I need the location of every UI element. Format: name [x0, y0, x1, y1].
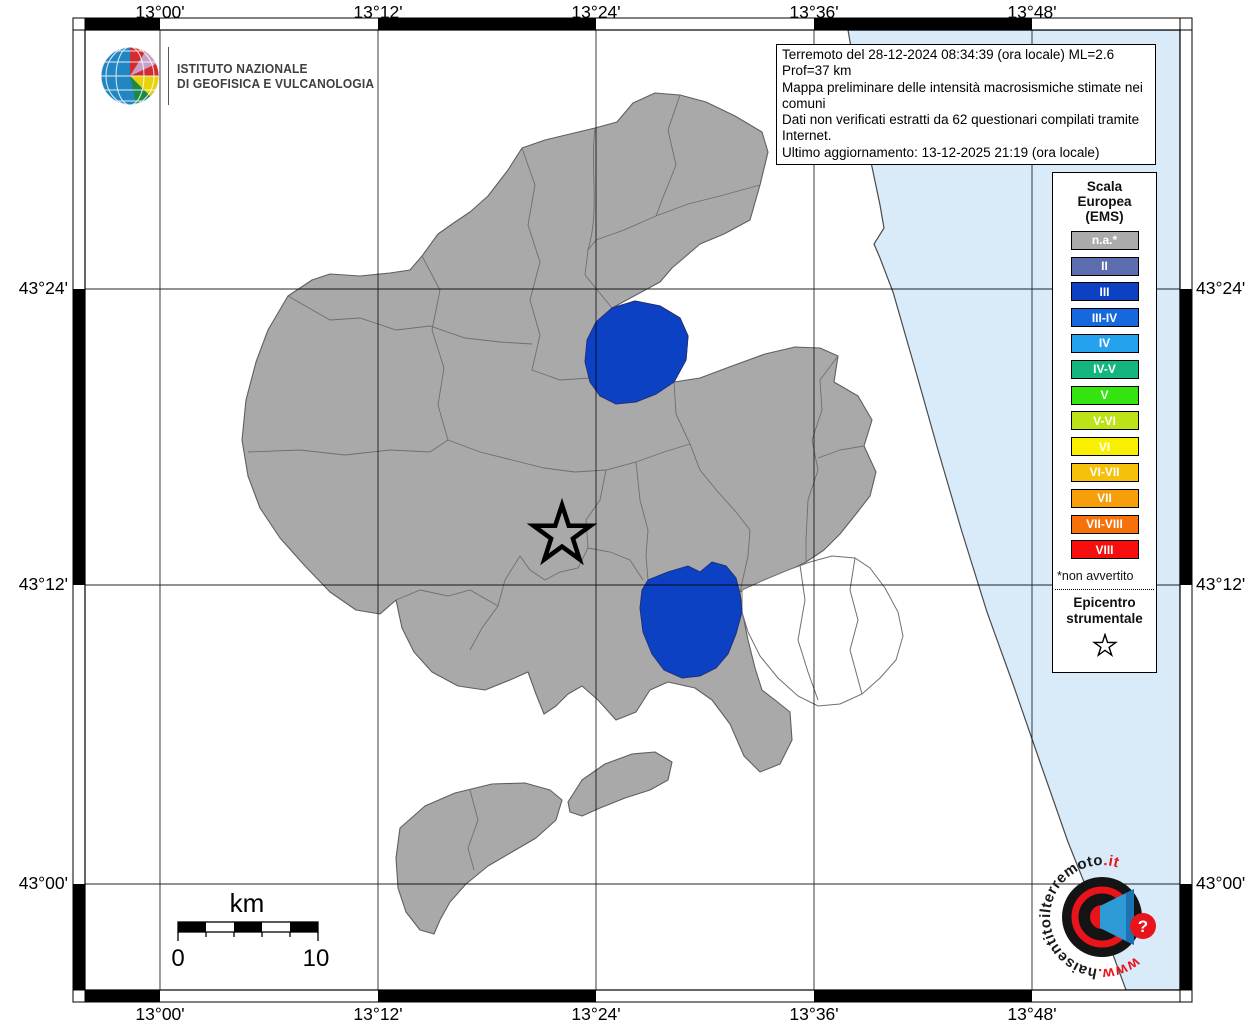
lat-label-left-4300: 43°00': [18, 873, 68, 894]
legend-epicenter-label: Epicentro strumentale: [1066, 595, 1143, 627]
lat-label-left-4324: 43°24': [18, 278, 68, 299]
legend-swatch-na: n.a.*: [1070, 230, 1139, 250]
lon-label-bottom-1300: 13°00': [135, 1004, 185, 1024]
legend-footnote: *non avvertito: [1057, 569, 1134, 584]
legend-swatch-III: III: [1070, 282, 1139, 302]
intensity-legend: Scala Europea (EMS) n.a.* II III III-IV …: [1052, 172, 1157, 674]
map-frame: [72, 17, 1193, 1003]
legend-swatch-IV: IV: [1070, 333, 1139, 353]
lon-label-top-1336: 13°36': [789, 2, 839, 22]
haisentitoilterremoto-logo: www.haisentitoilterremoto.it ?: [1037, 852, 1156, 982]
info-line-data: Dati non verificati estratti da 62 quest…: [782, 112, 1140, 144]
info-line-event: Terremoto del 28-12-2024 08:34:39 (ora l…: [782, 47, 1115, 79]
lon-label-top-1324: 13°24': [571, 2, 621, 22]
intensity-III-polygon-south: [639, 561, 743, 679]
lat-label-right-4324: 43°24': [1196, 278, 1246, 299]
scale-bar-unit: km: [230, 888, 265, 918]
lat-label-right-4300: 43°00': [1196, 873, 1246, 894]
legend-swatch-III-IV: III-IV: [1070, 308, 1139, 328]
question-mark: ?: [1138, 917, 1148, 936]
municipalities-intensity-III: [584, 300, 743, 679]
graticule: [85, 30, 1180, 990]
institute-name-line2: DI GEOFISICA E VULCANOLOGIA: [177, 76, 375, 91]
earthquake-info-box: Terremoto del 28-12-2024 08:34:39 (ora l…: [776, 44, 1156, 166]
legend-swatch-VIII: VIII: [1070, 540, 1139, 560]
legend-swatch-VII-VIII: VII-VIII: [1070, 514, 1139, 534]
legend-swatch-VI: VI: [1070, 437, 1139, 457]
lon-label-bottom-1336: 13°36': [789, 1004, 839, 1024]
info-line-update: Ultimo aggiornamento: 13-12-2025 21:19 (…: [782, 144, 1100, 160]
legend-swatch-II: II: [1070, 256, 1139, 276]
lon-label-bottom-1348: 13°48': [1007, 1004, 1057, 1024]
legend-swatch-VII: VII: [1070, 488, 1139, 508]
brand-divider: [168, 47, 169, 105]
legend-title: Scala Europea (EMS): [1077, 179, 1132, 224]
lon-label-bottom-1324: 13°24': [571, 1004, 621, 1024]
legend-divider: [1055, 589, 1154, 591]
lon-label-bottom-1312: 13°12': [353, 1004, 403, 1024]
scale-bar-start: 0: [171, 945, 184, 972]
epicenter-star-icon: [1091, 632, 1118, 658]
institute-name-line1: ISTITUTO NAZIONALE: [177, 61, 308, 76]
watermark-www: www.: [1097, 953, 1144, 982]
lon-label-top-1348: 13°48': [1007, 2, 1057, 22]
lat-label-right-4312: 43°12': [1196, 574, 1246, 595]
ingv-branding: ISTITUTO NAZIONALE DI GEOFISICA E VULCAN…: [98, 44, 391, 108]
watermark-it: .it: [1103, 852, 1121, 871]
question-badge: [1130, 913, 1156, 939]
legend-swatch-V: V: [1070, 385, 1139, 405]
lon-label-top-1312: 13°12': [353, 2, 403, 22]
scale-bar-end: 10: [303, 945, 330, 972]
epicenter-star-icon: [526, 497, 598, 566]
lon-label-top-1300: 13°00': [135, 2, 185, 22]
intensity-III-polygon-north: [584, 300, 689, 405]
municipalities-no-data: [741, 555, 904, 707]
info-line-maptype: Mappa preliminare delle intensità macros…: [782, 79, 1143, 111]
legend-swatch-IV-V: IV-V: [1070, 359, 1139, 379]
scale-bar: km 0 10: [171, 888, 329, 972]
ingv-globe-logo-icon: [100, 46, 160, 106]
legend-swatch-VI-VII: VI-VII: [1070, 462, 1139, 482]
municipality-borders: [247, 94, 865, 871]
legend-swatch-V-VI: V-VI: [1070, 411, 1139, 431]
lat-label-left-4312: 43°12': [18, 574, 68, 595]
